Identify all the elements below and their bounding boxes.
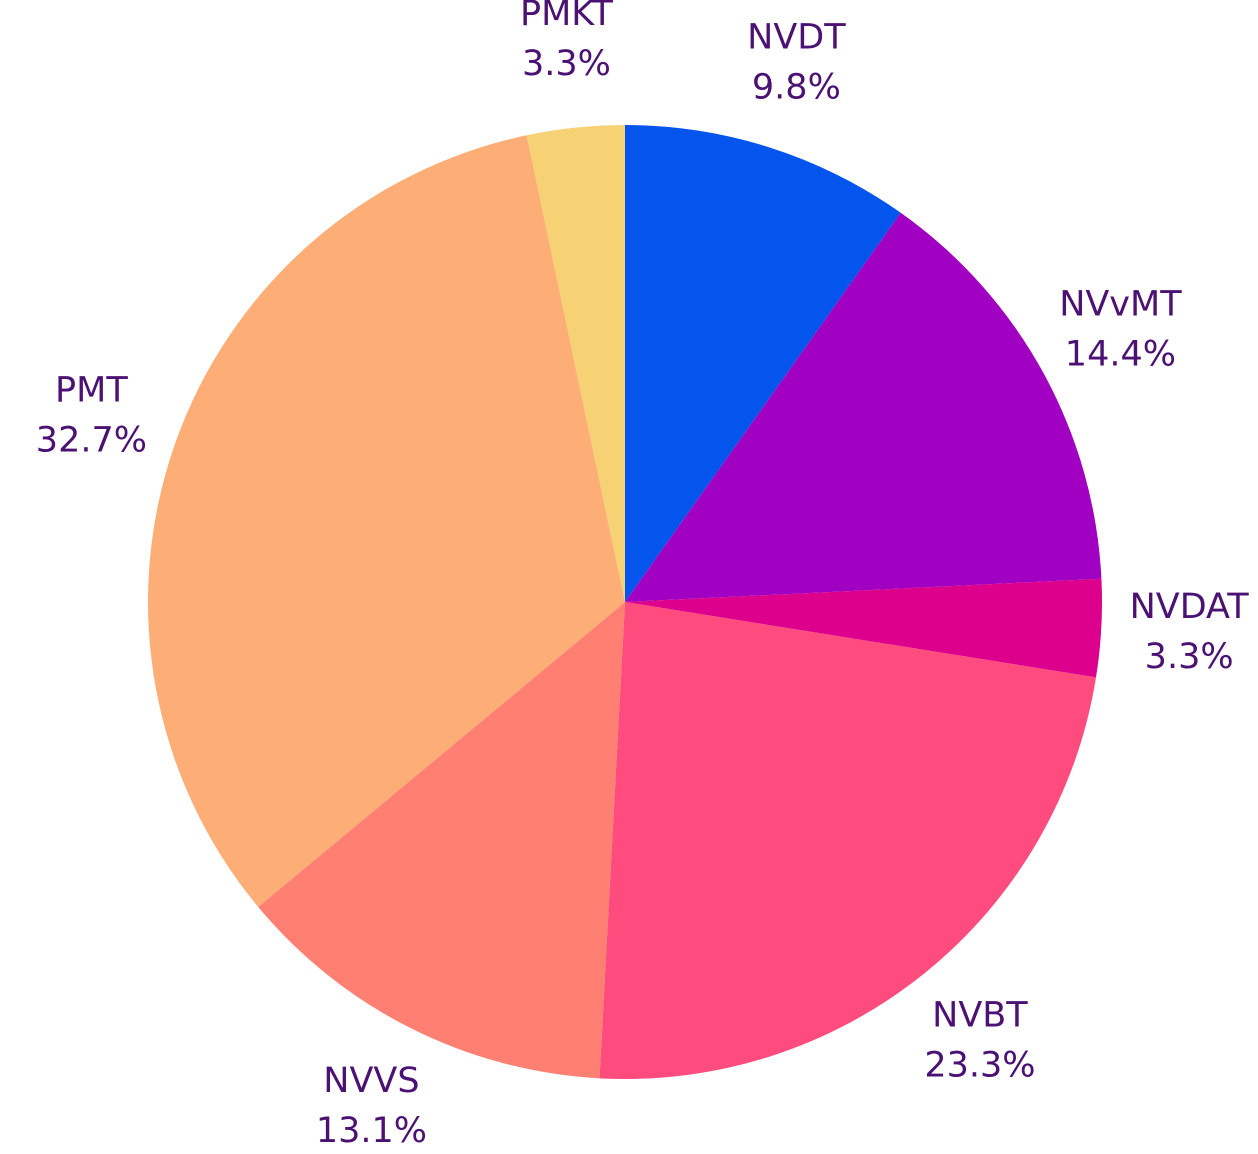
slice-label: NVvMT — [1059, 284, 1182, 324]
pie-slice — [625, 578, 1102, 678]
slice-label: NVBT — [932, 996, 1028, 1036]
pie-slice — [147, 135, 625, 907]
pie-slice — [599, 602, 1096, 1079]
slice-value-label: 13.1% — [316, 1111, 427, 1150]
slice-value-label: 3.3% — [1145, 637, 1234, 677]
slice-value-label: 3.3% — [522, 44, 611, 84]
slice-label: PMKT — [520, 0, 614, 34]
slice-value-label: 23.3% — [924, 1046, 1035, 1086]
slice-value-label: 14.4% — [1065, 334, 1176, 374]
slice-label: NVDAT — [1130, 587, 1250, 627]
slice-label: NVVS — [323, 1061, 419, 1101]
slice-value-label: 32.7% — [36, 420, 147, 460]
slice-label: NVDT — [747, 18, 846, 58]
pie-slice — [625, 212, 1102, 602]
slice-value-label: 9.8% — [752, 68, 841, 108]
pie-slice — [526, 125, 625, 602]
pie-slice — [258, 602, 625, 1079]
pie-slice — [625, 125, 901, 602]
slice-label: PMT — [55, 370, 128, 410]
